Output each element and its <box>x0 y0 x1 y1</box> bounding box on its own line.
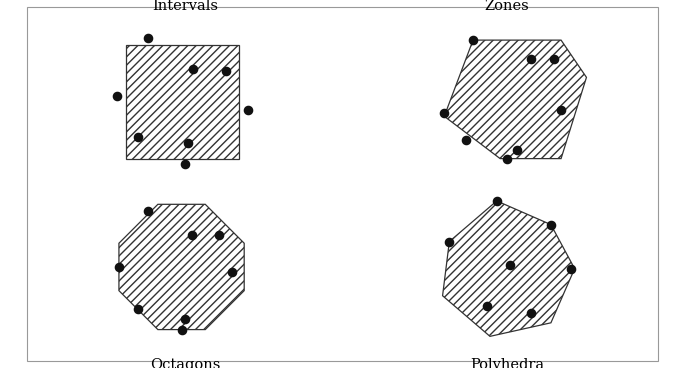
Point <box>556 107 566 113</box>
Point <box>114 264 125 270</box>
Point <box>481 303 492 309</box>
Point <box>439 110 450 116</box>
Point <box>549 56 560 62</box>
Point <box>142 208 153 214</box>
Text: Intervals: Intervals <box>152 0 218 13</box>
Text: Zones: Zones <box>484 0 530 13</box>
Point <box>112 93 123 99</box>
Point <box>444 238 455 244</box>
Point <box>545 222 556 227</box>
Point <box>501 156 512 162</box>
Point <box>220 68 231 74</box>
Point <box>468 37 479 43</box>
Polygon shape <box>443 201 575 336</box>
Polygon shape <box>119 204 244 330</box>
Point <box>525 56 536 62</box>
Point <box>188 66 199 72</box>
Point <box>179 161 190 167</box>
Point <box>566 266 577 272</box>
Point <box>179 316 190 322</box>
Point <box>132 134 143 139</box>
Point <box>186 232 197 238</box>
Point <box>461 137 472 143</box>
Point <box>525 310 536 316</box>
Point <box>491 198 502 204</box>
Point <box>142 35 153 41</box>
Polygon shape <box>126 45 239 159</box>
Point <box>176 327 187 333</box>
Text: Polyhedra: Polyhedra <box>470 358 544 368</box>
Text: Octagons: Octagons <box>150 358 220 368</box>
Point <box>505 262 516 268</box>
Point <box>512 147 523 153</box>
Point <box>242 107 253 113</box>
Point <box>213 232 224 238</box>
Polygon shape <box>445 40 586 159</box>
Point <box>132 306 143 312</box>
Point <box>183 141 194 146</box>
Point <box>227 269 238 275</box>
